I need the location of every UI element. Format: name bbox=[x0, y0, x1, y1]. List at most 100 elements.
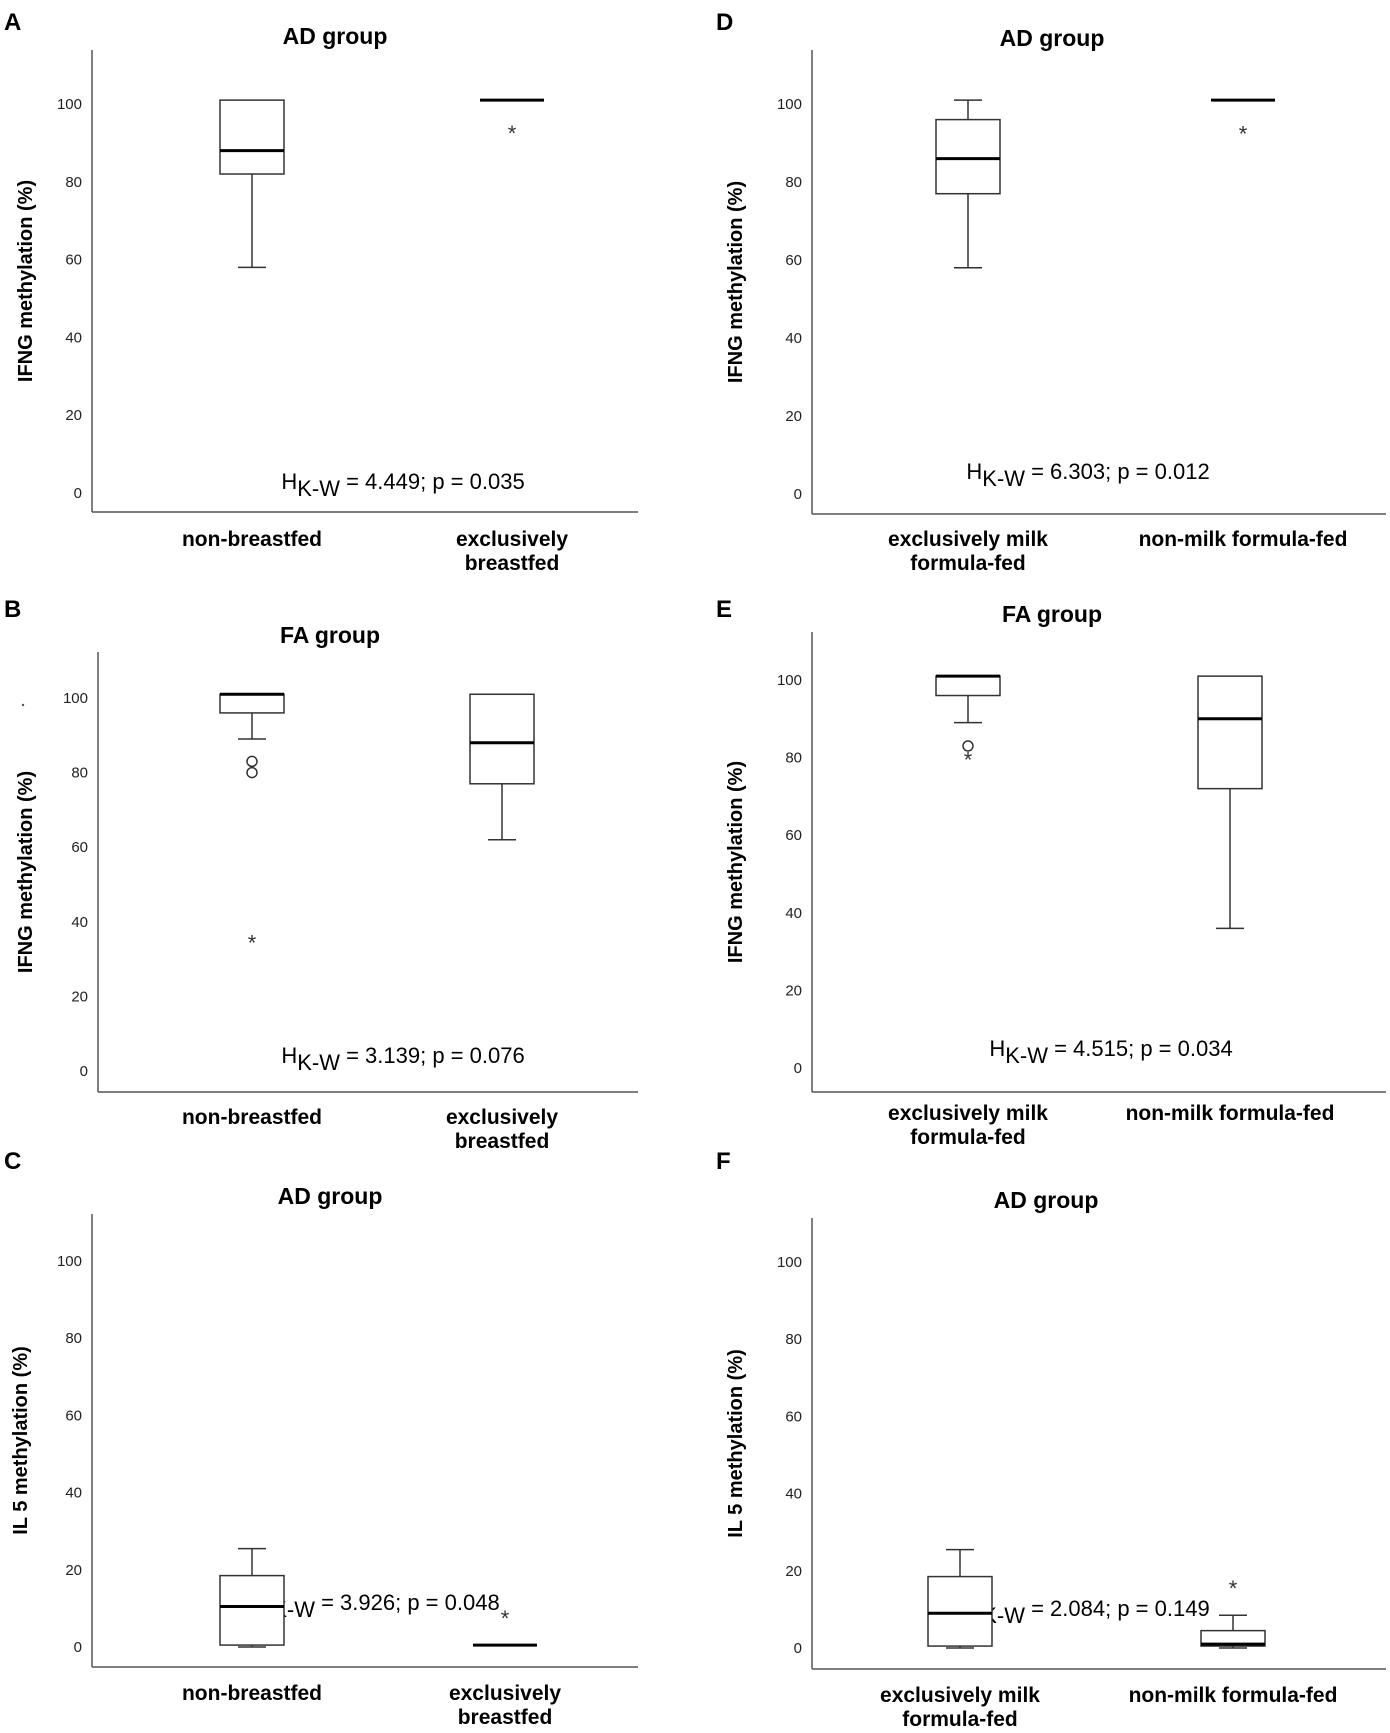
x-category-label-line: non-breastfed bbox=[182, 1106, 322, 1129]
y-tick-label: 20 bbox=[65, 1562, 82, 1579]
x-category-label: non-milk formula-fed bbox=[1139, 528, 1348, 551]
stat-h: H bbox=[989, 1036, 1005, 1061]
box-group bbox=[219, 99, 285, 269]
y-tick-label: 40 bbox=[785, 330, 802, 347]
x-category-label-line: formula-fed bbox=[902, 1708, 1018, 1731]
iqr-box bbox=[219, 693, 285, 714]
panel-letter: D bbox=[716, 9, 733, 36]
x-category-label-line: exclusively milk bbox=[888, 528, 1048, 551]
panel-letter: B bbox=[4, 596, 21, 623]
y-tick-label: 0 bbox=[794, 1640, 802, 1657]
stat-annotation: HK-W = 4.515; p = 0.034 bbox=[989, 1036, 1232, 1068]
y-tick-label: 100 bbox=[777, 672, 802, 689]
y-tick-label: 100 bbox=[777, 96, 802, 113]
y-tick-label: 20 bbox=[785, 408, 802, 425]
x-category-label: exclusively breastfed bbox=[446, 1106, 558, 1153]
stat-value: = 3.926; p = 0.048 bbox=[315, 1590, 500, 1615]
y-tick-label: 0 bbox=[74, 485, 82, 502]
stat-h: H bbox=[966, 459, 982, 484]
box-group bbox=[935, 99, 1001, 269]
y-tick-label: 80 bbox=[785, 174, 802, 191]
y-axis-label: IFNG methylation (%) bbox=[15, 771, 37, 973]
outlier-star: * bbox=[501, 1606, 510, 1631]
y-tick-label: 40 bbox=[65, 329, 82, 346]
box-group bbox=[927, 1548, 993, 1649]
y-tick-label: 0 bbox=[74, 1639, 82, 1656]
y-tick-label: 100 bbox=[777, 1254, 802, 1271]
x-category-label: exclusively milk formula-fed bbox=[888, 528, 1048, 575]
outlier-star: * bbox=[1239, 121, 1248, 146]
y-tick-label: 100 bbox=[57, 96, 82, 113]
stat-subscript: K-W bbox=[982, 466, 1025, 491]
y-axis-label: IL 5 methylation (%) bbox=[10, 1346, 32, 1535]
iqr-box bbox=[219, 99, 285, 175]
box-group: * bbox=[480, 98, 544, 146]
x-category-label-line: exclusively bbox=[449, 1682, 561, 1705]
y-tick-label: 20 bbox=[65, 407, 82, 424]
x-category-label-line: breastfed bbox=[465, 552, 560, 575]
stat-h: H bbox=[281, 469, 297, 494]
y-tick-label: 0 bbox=[80, 1063, 88, 1080]
y-tick-label: 100 bbox=[63, 690, 88, 707]
x-category-label-line: exclusively milk bbox=[888, 1102, 1048, 1125]
stat-value: = 3.139; p = 0.076 bbox=[340, 1043, 525, 1068]
y-tick-label: 60 bbox=[65, 252, 82, 269]
chart-title: AD group bbox=[994, 1187, 1099, 1213]
x-category-label: exclusively breastfed bbox=[449, 1682, 561, 1729]
box-group bbox=[1197, 675, 1263, 930]
panel-f: F AD group 0 20 40 60 80 100 IL 5 methylation (%… bbox=[716, 1148, 1386, 1731]
y-tick-label: 80 bbox=[65, 174, 82, 191]
x-category-label: non-breastfed bbox=[182, 528, 322, 551]
stat-value: = 6.303; p = 0.012 bbox=[1025, 459, 1210, 484]
panel-letter: C bbox=[4, 1148, 21, 1175]
y-axis-label: IFNG methylation (%) bbox=[725, 181, 747, 383]
stat-annotation: HK-W = 2.084; p = 0.149 bbox=[966, 1596, 1209, 1628]
x-category-label-line: non-breastfed bbox=[182, 528, 322, 551]
stat-value: = 4.515; p = 0.034 bbox=[1048, 1036, 1233, 1061]
x-category-label: non-breastfed bbox=[182, 1682, 322, 1705]
x-category-label: non-milk formula-fed bbox=[1126, 1102, 1335, 1125]
stat-annotation: HK-W = 3.926; p = 0.048 bbox=[256, 1590, 499, 1622]
box-group: * bbox=[935, 674, 1001, 773]
iqr-box bbox=[469, 693, 535, 785]
y-tick-label: 40 bbox=[65, 1485, 82, 1502]
y-tick-label: 0 bbox=[794, 1060, 802, 1077]
y-axis-label: IFNG methylation (%) bbox=[15, 180, 37, 382]
x-category-label: non-milk formula-fed bbox=[1129, 1684, 1338, 1707]
x-category-label: exclusively milk formula-fed bbox=[880, 1684, 1040, 1731]
x-category-label: exclusively milk formula-fed bbox=[888, 1102, 1048, 1149]
x-category-label-line: breastfed bbox=[458, 1706, 553, 1729]
x-category-label-line: formula-fed bbox=[910, 552, 1026, 575]
y-tick-label: 60 bbox=[65, 1407, 82, 1424]
box-group: * bbox=[473, 1606, 537, 1647]
y-tick-label: 0 bbox=[794, 486, 802, 503]
outlier-circle bbox=[962, 740, 974, 752]
panel-b: B FA group 0 20 40 60 80 100 IFNG methylation (%… bbox=[4, 596, 638, 1153]
stat-h: H bbox=[281, 1043, 297, 1068]
outlier-circle bbox=[246, 755, 258, 768]
iqr-box bbox=[219, 1574, 285, 1646]
panel-letter: F bbox=[716, 1148, 731, 1175]
panel-c: C AD group 0 20 40 60 80 100 IL 5 methylation (%… bbox=[4, 1148, 638, 1729]
iqr-box bbox=[935, 675, 1001, 697]
x-category-label-line: non-milk formula-fed bbox=[1129, 1684, 1338, 1707]
box-group: * bbox=[1211, 98, 1275, 146]
chart-title: AD group bbox=[283, 23, 388, 49]
y-tick-label: 80 bbox=[785, 1331, 802, 1348]
outlier-star: * bbox=[248, 930, 257, 955]
stat-value: = 2.084; p = 0.149 bbox=[1025, 1596, 1210, 1621]
chart-title: FA group bbox=[280, 622, 380, 648]
stat-annotation: HK-W = 6.303; p = 0.012 bbox=[966, 459, 1209, 491]
outlier-circle bbox=[246, 766, 258, 779]
x-category-label-line: exclusively bbox=[456, 528, 568, 551]
y-tick-label: 60 bbox=[785, 252, 802, 269]
y-tick-label: 40 bbox=[785, 905, 802, 922]
stat-value: = 4.449; p = 0.035 bbox=[340, 469, 525, 494]
stat-subscript: K-W bbox=[1005, 1043, 1048, 1068]
y-axis-label: IL 5 methylation (%) bbox=[725, 1349, 747, 1538]
panel-e: E FA group 0 20 40 60 80 100 IFNG methylation (%… bbox=[716, 596, 1386, 1149]
y-tick-label: 80 bbox=[785, 750, 802, 767]
box-group bbox=[219, 1547, 285, 1648]
y-tick-label: 80 bbox=[71, 765, 88, 782]
